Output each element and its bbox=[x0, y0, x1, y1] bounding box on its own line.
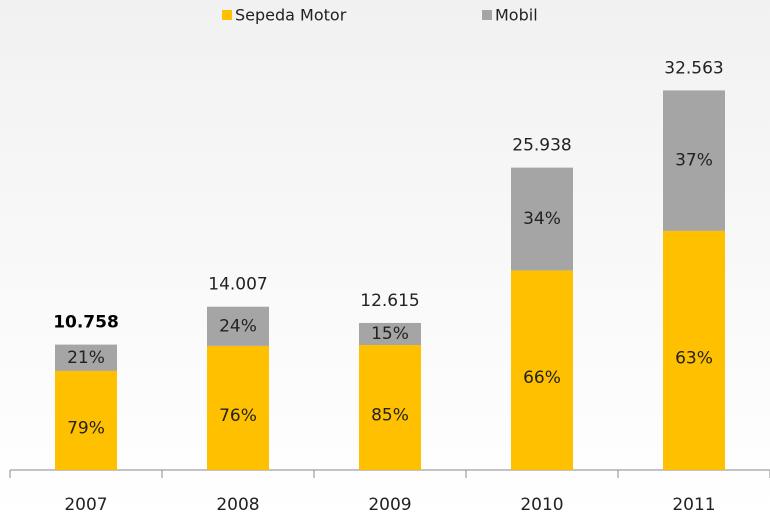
legend-swatch bbox=[222, 10, 232, 20]
segment-label: 76% bbox=[219, 406, 257, 426]
total-label: 12.615 bbox=[360, 291, 419, 311]
x-tick-label: 2008 bbox=[216, 495, 259, 515]
x-tick-label: 2009 bbox=[368, 495, 411, 515]
total-label: 14.007 bbox=[208, 275, 267, 295]
total-label: 32.563 bbox=[664, 58, 723, 78]
bar-segment bbox=[663, 90, 725, 231]
total-label: 25.938 bbox=[512, 136, 571, 156]
bar-segment bbox=[663, 230, 725, 470]
segment-label: 34% bbox=[523, 209, 561, 229]
segment-label: 85% bbox=[371, 406, 409, 426]
legend-label: Mobil bbox=[495, 6, 538, 25]
segment-label: 37% bbox=[675, 151, 713, 171]
bar-segment bbox=[359, 345, 421, 470]
segment-label: 15% bbox=[371, 324, 409, 344]
bar-segment bbox=[55, 370, 117, 470]
bar-segment bbox=[359, 322, 421, 346]
bar-segment bbox=[511, 270, 573, 470]
x-tick-label: 2007 bbox=[64, 495, 107, 515]
bar-segment bbox=[207, 306, 269, 346]
x-tick-label: 2011 bbox=[672, 495, 715, 515]
segment-label: 63% bbox=[675, 348, 713, 368]
x-tick-label: 2010 bbox=[520, 495, 563, 515]
segment-label: 66% bbox=[523, 368, 561, 388]
bar-segment bbox=[511, 167, 573, 271]
bar-segment bbox=[207, 345, 269, 470]
legend-swatch bbox=[482, 10, 492, 20]
segment-label: 21% bbox=[67, 348, 105, 368]
legend-label: Sepeda Motor bbox=[235, 6, 347, 25]
bar-segment bbox=[55, 344, 117, 371]
total-label: 10.758 bbox=[53, 313, 119, 333]
segment-label: 79% bbox=[67, 418, 105, 438]
segment-label: 24% bbox=[219, 316, 257, 336]
